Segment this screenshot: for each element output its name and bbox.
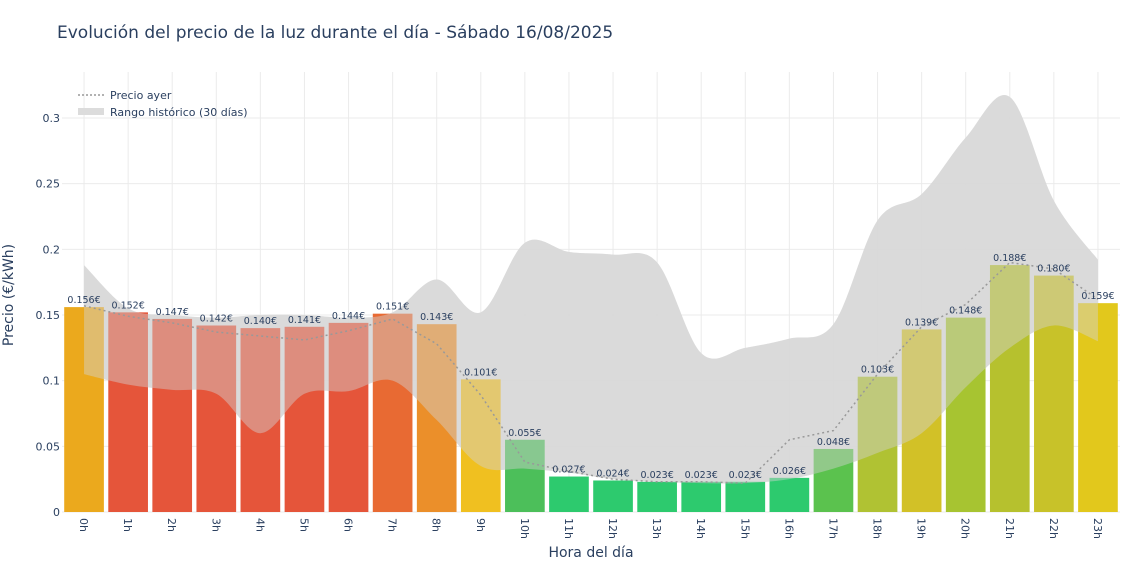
- bar-13h: [637, 481, 677, 512]
- y-tick-label: 0: [53, 506, 60, 519]
- x-tick-label: 21h: [1003, 518, 1016, 539]
- bar-value-label: 0.159€: [1081, 291, 1114, 302]
- legend-label-yesterday: Precio ayer: [110, 89, 172, 102]
- bar-value-label: 0.151€: [376, 302, 409, 313]
- axes: 0 0.05 0.1 0.15 0.2 0.25 0.3 0h 1h 2h 3h 4h 5h 6h 7h 8h…: [36, 112, 1104, 539]
- bar-value-label: 0.140€: [244, 316, 277, 327]
- bar-value-label: 0.142€: [200, 313, 233, 324]
- bar-value-label: 0.023€: [729, 470, 762, 481]
- x-tick-label: 10h: [518, 518, 531, 539]
- bar-14h: [681, 481, 722, 512]
- bar-1h: [108, 312, 148, 512]
- bar-value-label: 0.147€: [156, 307, 189, 318]
- x-tick-label: 13h: [650, 518, 663, 539]
- bar-9h: [460, 379, 501, 512]
- x-tick-label: 2h: [165, 518, 178, 532]
- y-tick-label: 0.3: [43, 112, 61, 125]
- bar-value-label: 0.055€: [508, 428, 541, 439]
- y-tick-label: 0.25: [36, 178, 61, 191]
- y-axis-title: Precio (€/kWh): [1, 244, 17, 346]
- bar-8h: [416, 324, 457, 512]
- x-tick-label: 17h: [826, 518, 839, 539]
- bar-10h: [505, 439, 545, 512]
- bar-0h: [64, 307, 104, 512]
- bar-value-label: 0.144€: [332, 311, 365, 322]
- x-tick-label: 14h: [694, 518, 707, 539]
- bar-11h: [549, 476, 589, 512]
- bar-4h: [240, 328, 281, 512]
- x-tick-label: 19h: [915, 518, 928, 539]
- x-tick-label: 16h: [782, 518, 795, 539]
- bar-value-label: 0.101€: [464, 367, 497, 378]
- bar-value-label: 0.103€: [861, 365, 894, 376]
- x-tick-label: 5h: [297, 518, 310, 532]
- bar-value-label: 0.156€: [67, 295, 100, 306]
- x-tick-label: 20h: [959, 518, 972, 539]
- x-tick-label: 4h: [253, 518, 266, 532]
- bar-5h: [284, 326, 325, 512]
- chart-title: Evolución del precio de la luz durante e…: [57, 23, 613, 43]
- x-tick-label: 7h: [386, 518, 399, 532]
- bar-19h: [901, 329, 942, 512]
- bar-15h: [725, 481, 766, 512]
- x-tick-label: 12h: [606, 518, 619, 539]
- bar-value-label: 0.023€: [641, 470, 674, 481]
- x-tick-label: 11h: [562, 518, 575, 539]
- yesterday-line: [83, 95, 1099, 484]
- legend-label-range: Rango histórico (30 días): [110, 106, 248, 119]
- bar-value-label: 0.180€: [1037, 264, 1070, 275]
- bar-value-label: 0.152€: [112, 300, 145, 311]
- bar-3h: [196, 325, 237, 512]
- bar-value-label: 0.024€: [596, 468, 629, 479]
- bar-7h: [372, 313, 413, 512]
- x-tick-label: 8h: [430, 518, 443, 532]
- x-tick-label: 0h: [77, 518, 90, 532]
- legend: Precio ayer Rango histórico (30 días): [78, 89, 248, 119]
- x-tick-label: 15h: [738, 518, 751, 539]
- bar-value-label: 0.188€: [993, 253, 1026, 264]
- bar-value-label: 0.148€: [949, 306, 982, 317]
- x-tick-label: 23h: [1091, 518, 1104, 539]
- bar-23h: [1078, 303, 1118, 512]
- bar-value-label: 0.023€: [685, 470, 718, 481]
- bar-2h: [152, 318, 193, 512]
- bar-value-label: 0.139€: [905, 317, 938, 328]
- x-tick-label: 22h: [1047, 518, 1060, 539]
- bar-6h: [328, 322, 369, 512]
- x-tick-label: 6h: [342, 518, 355, 532]
- bar-value-label: 0.141€: [288, 315, 321, 326]
- bar-20h: [945, 317, 986, 512]
- x-tick-label: 9h: [474, 518, 487, 532]
- bar-21h: [989, 265, 1030, 512]
- yesterday-price-line: [83, 261, 1099, 484]
- y-tick-label: 0.2: [43, 243, 61, 256]
- bar-17h: [813, 448, 854, 512]
- x-tick-label: 18h: [871, 518, 884, 539]
- x-tick-label: 1h: [121, 518, 134, 532]
- legend-swatch-range: [78, 108, 104, 115]
- bar-value-labels: 0.156€ 0.152€ 0.147€ 0.142€ 0.140€ 0.141€ 0.14…: [67, 253, 1114, 481]
- y-tick-label: 0.05: [36, 440, 61, 453]
- bar-value-label: 0.027€: [552, 465, 585, 476]
- bars: [64, 265, 1118, 512]
- x-tick-label: 3h: [209, 518, 222, 532]
- x-axis-title: Hora del día: [548, 545, 633, 561]
- y-tick-label: 0.1: [43, 375, 61, 388]
- bar-22h: [1034, 275, 1074, 512]
- historical-range-overlay: [84, 95, 1098, 484]
- bar-12h: [593, 480, 633, 512]
- bar-value-label: 0.026€: [773, 466, 806, 477]
- bar-value-label: 0.048€: [817, 437, 850, 448]
- bar-18h: [857, 376, 898, 512]
- bar-value-label: 0.143€: [420, 312, 453, 323]
- bar-16h: [769, 477, 810, 512]
- y-tick-label: 0.15: [36, 309, 61, 322]
